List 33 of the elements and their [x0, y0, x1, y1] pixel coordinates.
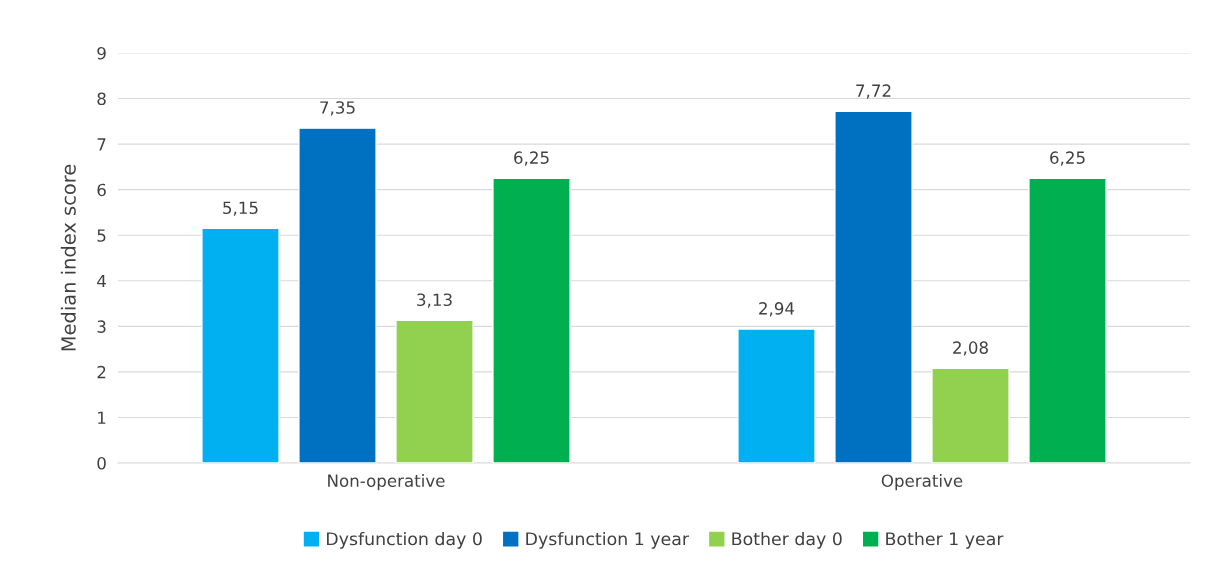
y-tick-label: 5 [97, 229, 106, 242]
bar [1028, 177, 1107, 463]
bar [201, 227, 280, 463]
x-tick-label: Operative [881, 474, 963, 491]
bar [395, 319, 474, 463]
y-tick-label: 9 [97, 46, 106, 60]
data-label: 2,08 [953, 341, 988, 356]
y-tick-label: 8 [97, 92, 106, 106]
y-tick-label: 1 [98, 411, 106, 424]
y-tick-label: 7 [97, 138, 106, 151]
data-label: 2,94 [759, 302, 795, 317]
data-label: 6,25 [514, 151, 549, 166]
y-axis-title: Median index score [60, 164, 76, 351]
y-tick-label: 2 [97, 365, 106, 379]
data-label: 7,72 [856, 84, 891, 99]
data-label: 3,13 [417, 293, 452, 308]
data-label: 5,15 [223, 201, 258, 216]
y-tick-label: 0 [97, 456, 106, 470]
legend-label: Bother 1 year [886, 531, 1004, 549]
y-tick-label: 4 [97, 274, 106, 288]
data-label: 6,25 [1050, 151, 1085, 166]
legend-label: Dysfunction day 0 [327, 531, 482, 549]
bar [737, 328, 816, 463]
bar [492, 177, 571, 463]
bar [931, 367, 1010, 463]
y-tick-label: 3 [97, 320, 106, 333]
y-tick-label: 6 [97, 183, 106, 197]
legend-label: Bother day 0 [732, 531, 842, 549]
legend-label: Dysfunction 1 year [526, 531, 690, 549]
bar [834, 110, 913, 463]
x-tick-label: Non-operative [328, 474, 445, 491]
bar [298, 127, 377, 463]
data-label: 7,35 [320, 101, 355, 116]
